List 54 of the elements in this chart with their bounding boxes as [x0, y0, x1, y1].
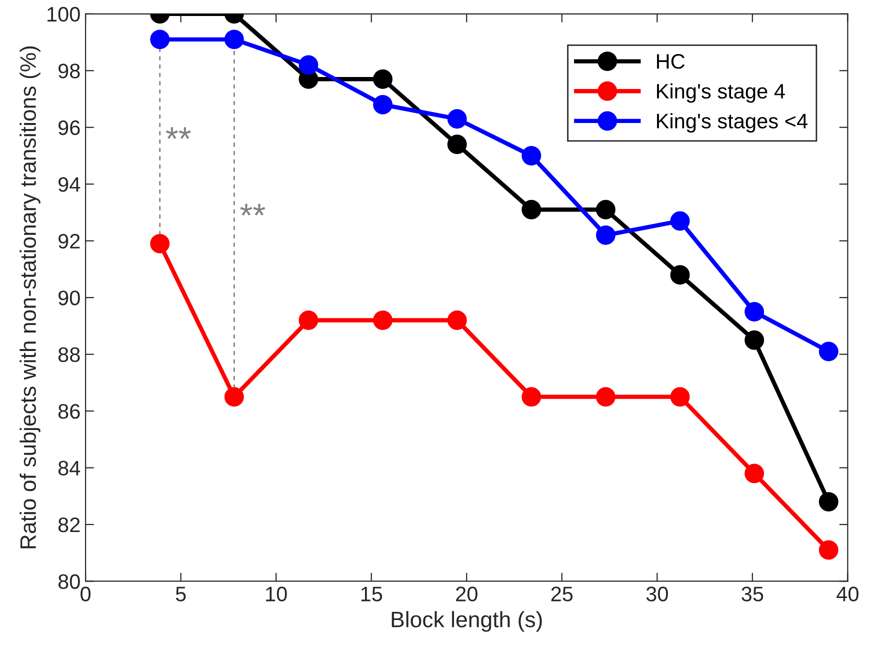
- point: [447, 109, 467, 129]
- point: [744, 464, 764, 484]
- point: [150, 234, 170, 254]
- point: [373, 310, 393, 330]
- y-tick-label: 86: [58, 404, 80, 419]
- point: [447, 134, 467, 154]
- point: [670, 387, 690, 407]
- y-tick-label: 92: [58, 234, 80, 249]
- legend-label: HC: [657, 54, 685, 69]
- point: [818, 342, 838, 362]
- legend-label: King's stages <4: [657, 113, 808, 133]
- y-tick-label: 80: [58, 574, 80, 589]
- y-axis-title: Ratio of subjects with non-stationary transitions (%): [20, 46, 40, 548]
- point: [596, 200, 616, 220]
- point: [522, 387, 542, 407]
- point: [670, 211, 690, 231]
- annotation: **: [166, 127, 191, 139]
- point: [818, 540, 838, 560]
- point: [373, 69, 393, 89]
- x-tick-label: 5: [176, 586, 186, 602]
- y-tick-label: 84: [58, 460, 80, 476]
- x-axis-title: Block length (s): [392, 611, 542, 632]
- y-tick-label: 94: [58, 177, 80, 192]
- point: [224, 30, 244, 50]
- x-tick-label: 25: [551, 586, 573, 602]
- point: [150, 30, 170, 50]
- x-tick-label: 10: [266, 586, 287, 602]
- point: [670, 265, 690, 285]
- point: [818, 492, 838, 512]
- y-tick-label: 100: [48, 6, 80, 22]
- point: [744, 302, 764, 322]
- point: [298, 55, 318, 75]
- x-tick-label: 40: [836, 586, 858, 602]
- x-tick-label: 20: [456, 586, 478, 602]
- point: [298, 310, 318, 330]
- point: [373, 94, 393, 114]
- point: [522, 200, 542, 220]
- legend-label: King's stage 4: [657, 83, 785, 103]
- x-tick-label: 0: [80, 586, 91, 602]
- x-tick-label: 30: [646, 586, 668, 602]
- x-tick-label: 35: [742, 586, 764, 602]
- y-tick-label: 82: [58, 518, 80, 532]
- y-tick-label: 96: [58, 120, 80, 136]
- annotation: **: [240, 204, 266, 216]
- point: [596, 225, 616, 245]
- y-tick-label: 90: [58, 290, 80, 306]
- point: [744, 330, 764, 350]
- y-tick-label: 98: [58, 64, 80, 78]
- y-tick-label: 88: [58, 347, 80, 362]
- point: [224, 387, 244, 407]
- point: [522, 146, 542, 166]
- point: [596, 387, 616, 407]
- point: [447, 310, 467, 330]
- x-tick-label: 15: [361, 586, 382, 602]
